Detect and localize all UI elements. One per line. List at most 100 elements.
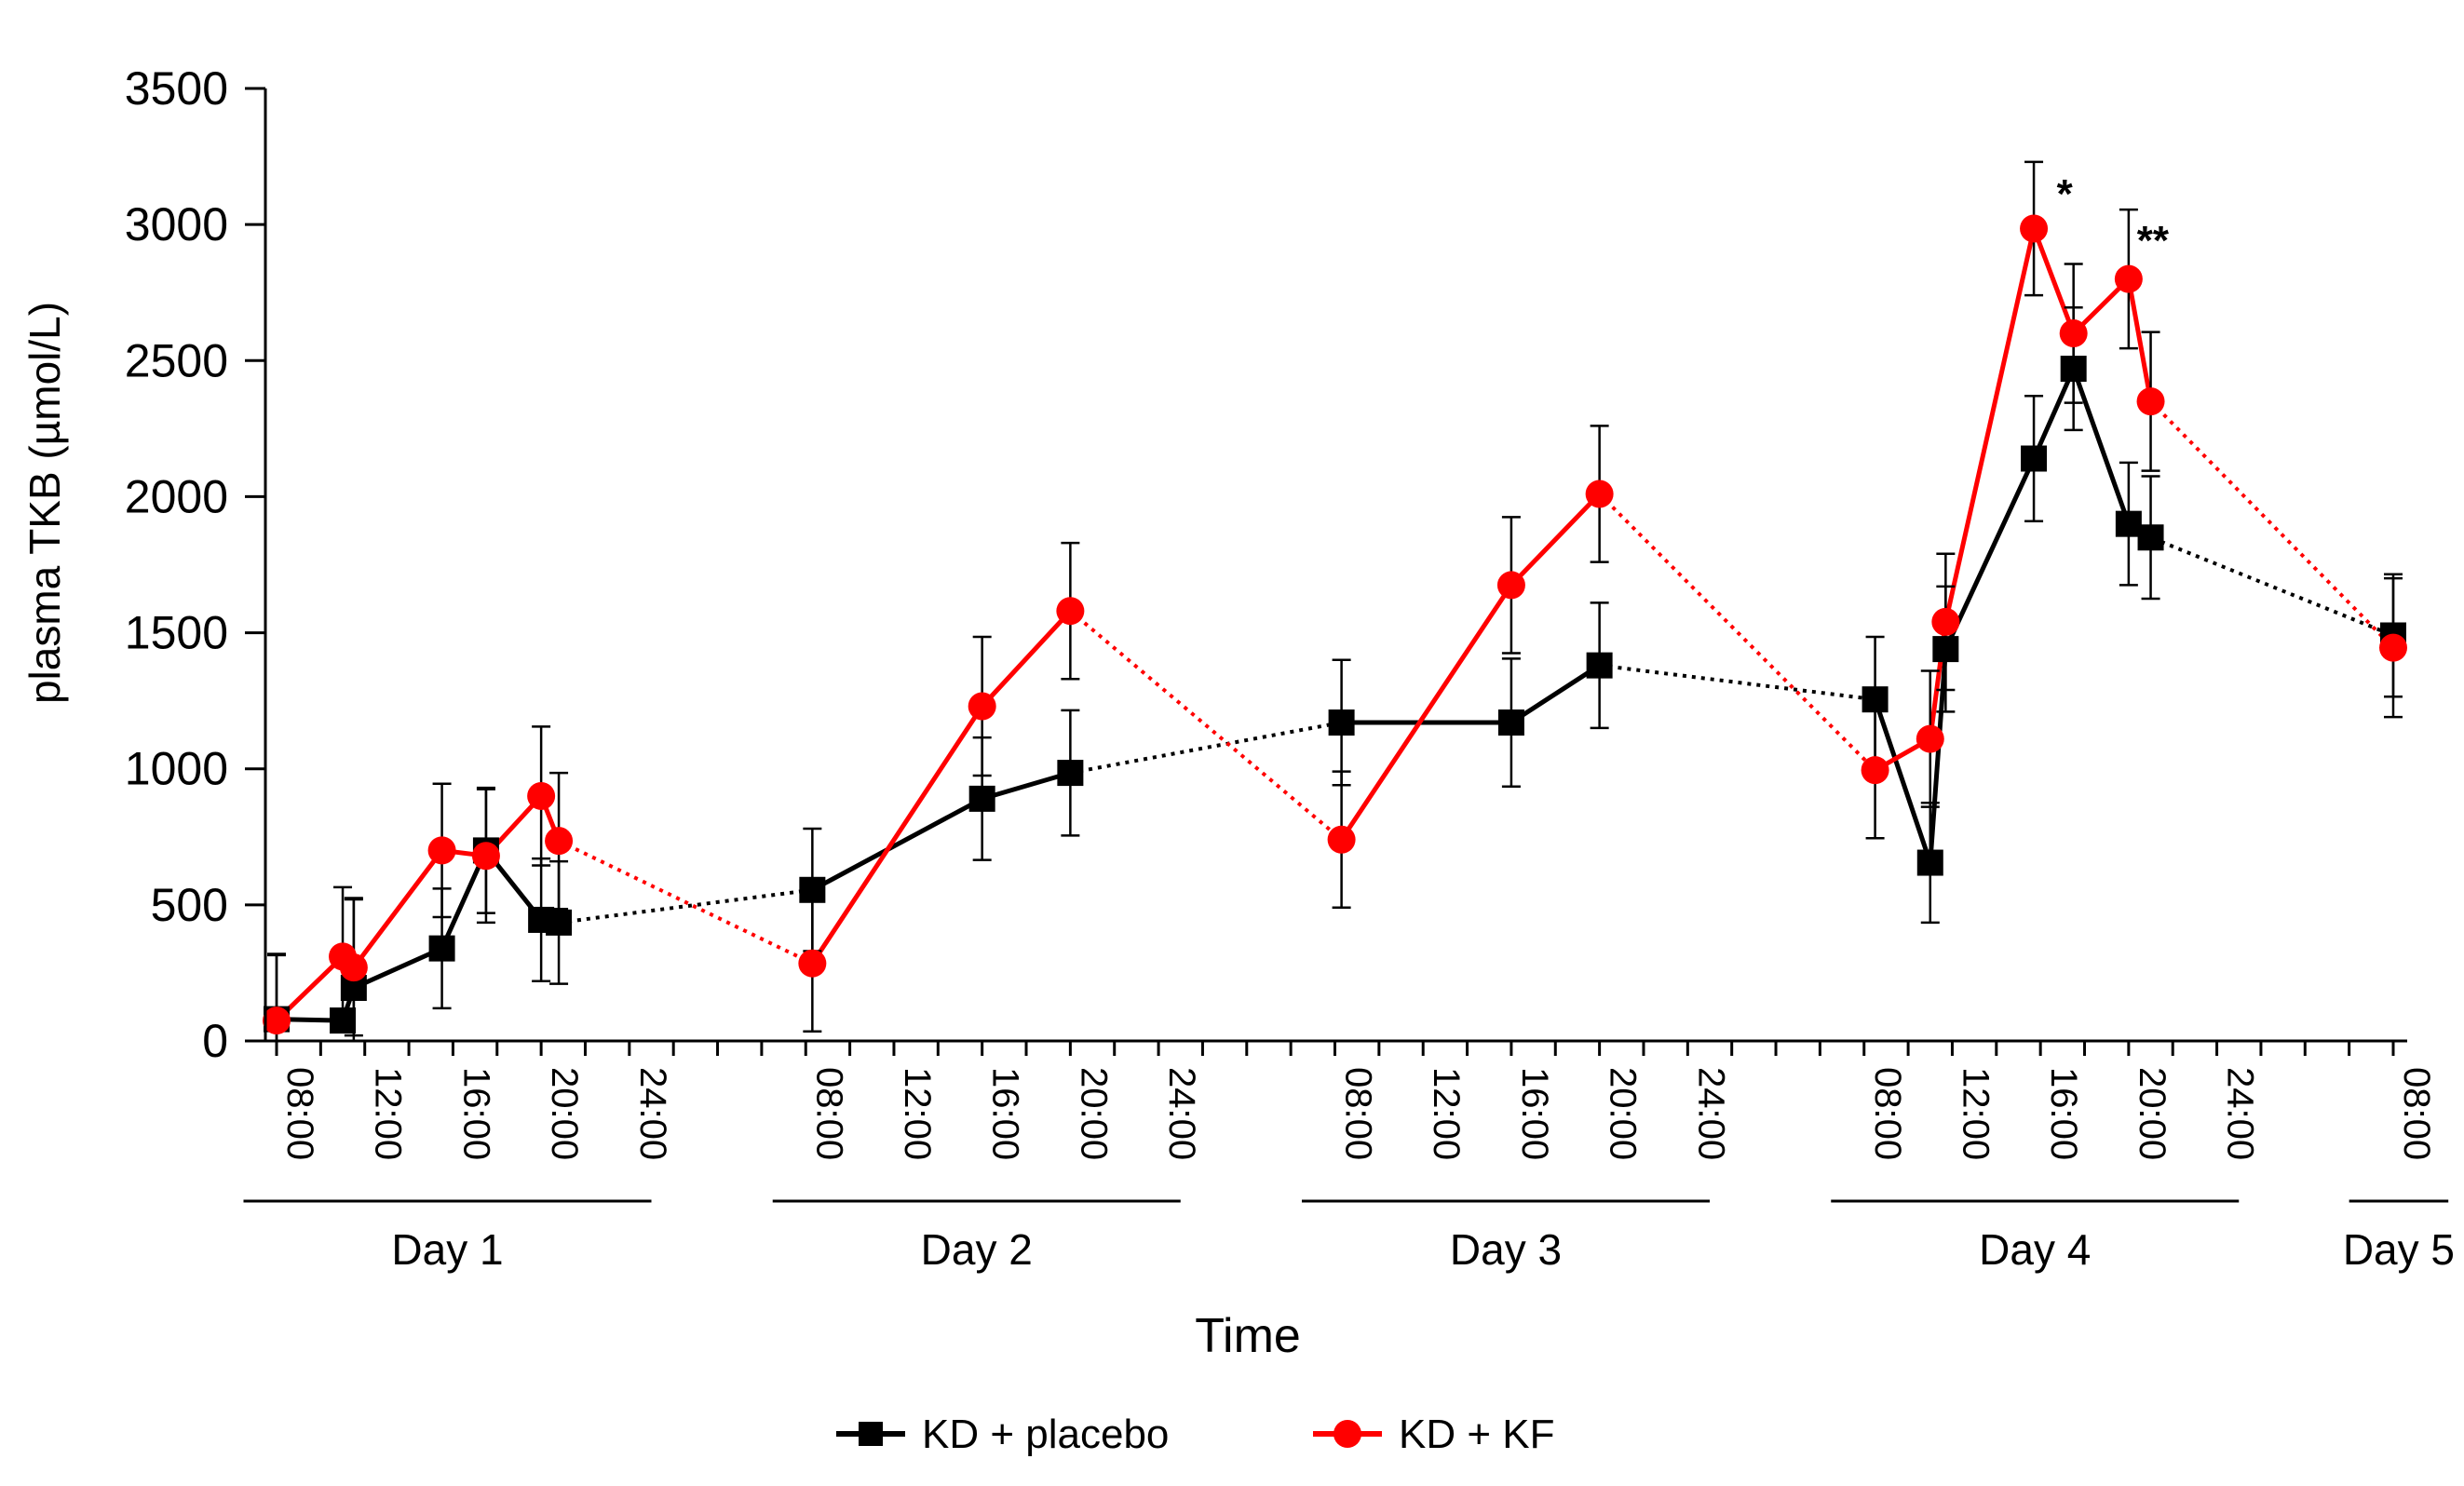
series-line-placebo-dotted <box>558 887 813 925</box>
x-tick-label: 16:00 <box>455 1067 496 1160</box>
legend-item-placebo: KD + placebo <box>836 1412 1169 1457</box>
series-line-placebo-solid <box>276 847 560 1023</box>
x-tick-label: 08:00 <box>808 1067 849 1160</box>
y-tick-label: 1000 <box>125 743 228 795</box>
data-point-kf <box>2020 214 2049 243</box>
x-tick-label: 08:00 <box>1338 1067 1379 1160</box>
significance-marker: ** <box>2137 218 2170 263</box>
day-group-label: Day 3 <box>1450 1225 1562 1274</box>
data-point-placebo <box>1057 760 1084 787</box>
data-point-placebo <box>330 1007 357 1034</box>
legend-label-placebo: KD + placebo <box>922 1412 1169 1457</box>
data-point-kf <box>263 1006 291 1035</box>
x-tick-label: 08:00 <box>1867 1067 1908 1160</box>
data-point-kf <box>545 827 574 856</box>
legend-swatch-kf-marker <box>1334 1420 1361 1448</box>
legend-item-kf: KD + KF <box>1313 1412 1555 1457</box>
data-point-kf <box>339 953 368 982</box>
series-line-kf-dotted <box>558 839 814 966</box>
data-point-kf <box>471 842 500 871</box>
series-line-placebo-dotted <box>1599 663 1875 702</box>
data-point-placebo <box>1916 849 1943 876</box>
data-point-placebo <box>546 909 573 936</box>
data-point-kf <box>1585 480 1614 508</box>
series-line-placebo-dotted <box>1070 721 1342 776</box>
x-tick-label: 08:00 <box>279 1067 320 1160</box>
y-axis-label: plasma TKB (µmol/L) <box>20 302 69 704</box>
y-tick-label: 1500 <box>125 607 228 659</box>
x-tick-label: 20:00 <box>1073 1067 1114 1160</box>
data-point-kf <box>2114 264 2143 293</box>
data-point-kf <box>2136 387 2165 416</box>
day-groups: Day 1 Day 2 Day 3 Day 4 Day 5 <box>243 1199 2455 1274</box>
data-point-kf <box>1931 607 1960 636</box>
significance-annotations: *** <box>2057 171 2170 263</box>
legend: KD + placebo KD + KF <box>836 1412 1555 1457</box>
data-point-placebo <box>428 935 455 962</box>
data-point-kf <box>2379 633 2407 662</box>
x-tick-label: 20:00 <box>1603 1067 1644 1160</box>
data-point-placebo <box>1862 686 1889 713</box>
error-bars <box>267 160 2403 1043</box>
legend-label-kf: KD + KF <box>1399 1412 1555 1457</box>
x-tick-label: 12:00 <box>1426 1067 1467 1160</box>
data-point-placebo <box>1932 636 1959 663</box>
x-tick-label: 16:00 <box>985 1067 1026 1160</box>
x-tick-label: 12:00 <box>1955 1067 1996 1160</box>
day-group-label: Day 4 <box>1979 1225 2091 1274</box>
series-line-kf-dotted <box>1598 493 1877 772</box>
series-line-kf-solid <box>810 609 1073 966</box>
x-tick-label: 16:00 <box>2043 1067 2084 1160</box>
data-point-placebo <box>1497 709 1524 736</box>
x-tick-label: 12:00 <box>368 1067 409 1160</box>
x-tick-label: 24:00 <box>1690 1067 1731 1160</box>
day-group-label: Day 1 <box>391 1225 503 1274</box>
series-line-kf-dotted <box>1069 609 1343 842</box>
day-group-label: Day 2 <box>921 1225 1033 1274</box>
data-point-kf <box>427 836 456 865</box>
data-point-placebo <box>2115 510 2142 537</box>
series-line-kf-dotted <box>2149 399 2395 650</box>
series-lines <box>275 226 2395 1023</box>
x-tick-label: 24:00 <box>2220 1067 2261 1160</box>
data-point-placebo <box>1586 652 1613 679</box>
x-tick-label: 24:00 <box>1161 1067 1202 1160</box>
x-tick-label: 08:00 <box>2396 1067 2437 1160</box>
data-point-placebo <box>968 785 995 812</box>
x-tick-label: 12:00 <box>897 1067 938 1160</box>
x-axis-label: Time <box>1195 1309 1301 1363</box>
data-point-kf <box>1861 756 1889 785</box>
data-point-kf <box>798 949 827 978</box>
data-point-kf <box>527 781 556 810</box>
data-point-placebo <box>2021 445 2048 472</box>
y-tick-label: 2000 <box>125 470 228 522</box>
data-point-placebo <box>2060 356 2087 383</box>
data-point-kf <box>1056 597 1085 626</box>
series-line-kf-solid <box>1339 492 1602 842</box>
data-point-kf <box>2059 319 2088 348</box>
data-markers <box>263 214 2407 1035</box>
axes: 0 500 1000 1500 2000 2500 3000 3500 08:00 12:00 16… <box>125 62 2437 1160</box>
y-tick-label: 3000 <box>125 198 228 250</box>
data-point-kf <box>1916 724 1944 753</box>
y-tick-label: 2500 <box>125 334 228 386</box>
series-line-placebo-solid <box>1873 366 2132 866</box>
legend-swatch-placebo-marker <box>859 1422 883 1446</box>
series-line-placebo-dotted <box>2127 521 2394 638</box>
y-tick-label: 500 <box>151 879 228 931</box>
series-line-placebo-solid <box>811 770 1072 893</box>
data-point-placebo <box>799 876 826 903</box>
data-point-placebo <box>2137 524 2164 551</box>
series-line-kf-solid <box>275 793 562 1022</box>
significance-marker: * <box>2057 171 2074 217</box>
x-tick-label: 20:00 <box>544 1067 585 1160</box>
data-point-kf <box>968 692 996 721</box>
x-tick-label: 20:00 <box>2132 1067 2173 1160</box>
data-point-kf <box>1327 825 1356 854</box>
x-tick-label: 24:00 <box>632 1067 673 1160</box>
data-point-kf <box>1496 571 1525 600</box>
day-group-label: Day 5 <box>2343 1225 2455 1274</box>
y-tick-label: 3500 <box>125 62 228 115</box>
series-line-placebo-solid <box>1341 663 1601 725</box>
